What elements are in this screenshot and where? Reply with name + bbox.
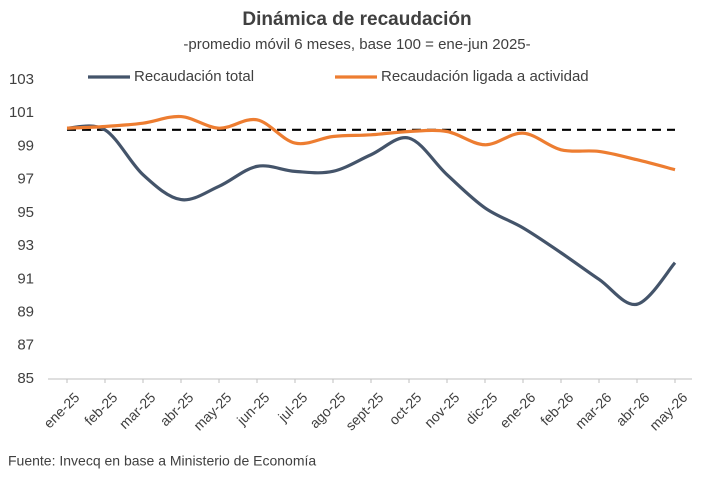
legend-label: Recaudación total bbox=[134, 68, 254, 85]
source-note: Fuente: Invecq en base a Ministerio de E… bbox=[8, 453, 316, 469]
x-tick-label: oct-25 bbox=[386, 389, 425, 428]
x-tick-label: dic-25 bbox=[462, 389, 500, 427]
x-tick-label: sept-25 bbox=[342, 389, 386, 433]
y-tick-label: 85 bbox=[17, 370, 34, 387]
y-tick-label: 95 bbox=[17, 204, 34, 221]
chart-subtitle: -promedio móvil 6 meses, base 100 = ene-… bbox=[183, 36, 530, 53]
x-tick-label: mar-25 bbox=[116, 389, 159, 432]
x-tick-label: may-26 bbox=[646, 389, 690, 433]
x-tick-label: mar-26 bbox=[572, 389, 615, 432]
y-tick-label: 89 bbox=[17, 304, 34, 321]
x-tick-label: feb-25 bbox=[81, 389, 121, 429]
series-line bbox=[66, 114, 676, 172]
y-tick-label: 87 bbox=[17, 337, 34, 354]
x-tick-label: ago-25 bbox=[306, 389, 348, 431]
chart-title: Dinámica de recaudación bbox=[242, 9, 471, 30]
x-tick-label: may-25 bbox=[190, 389, 234, 433]
legend-label: Recaudación ligada a actividad bbox=[381, 68, 589, 85]
x-tick-label: ene-26 bbox=[496, 389, 538, 431]
y-tick-label: 97 bbox=[17, 171, 34, 188]
x-tick-label: feb-26 bbox=[537, 389, 577, 429]
x-tick-label: jun-25 bbox=[233, 389, 273, 429]
series-line bbox=[66, 124, 677, 306]
y-tick-label: 103 bbox=[9, 71, 34, 88]
y-tick-label: 101 bbox=[9, 104, 34, 121]
y-tick-label: 91 bbox=[17, 270, 34, 287]
y-tick-label: 93 bbox=[17, 237, 34, 254]
y-tick-label: 99 bbox=[17, 137, 34, 154]
x-tick-label: ene-25 bbox=[40, 389, 82, 431]
x-tick-label: nov-25 bbox=[421, 389, 463, 431]
